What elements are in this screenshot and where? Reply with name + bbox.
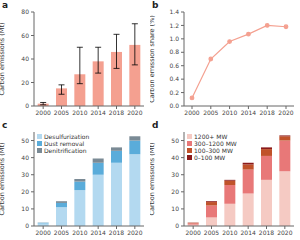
html-text:300–1200 MW: 300–1200 MW bbox=[194, 140, 237, 147]
svg-text:40: 40 bbox=[21, 154, 29, 161]
svg-text:2014: 2014 bbox=[91, 109, 106, 116]
svg-text:0.0: 0.0 bbox=[169, 102, 179, 109]
svg-text:0: 0 bbox=[175, 222, 179, 229]
svg-text:40: 40 bbox=[171, 154, 179, 161]
svg-text:2005: 2005 bbox=[54, 229, 69, 236]
svg-text:50: 50 bbox=[171, 137, 179, 144]
svg-text:0.6: 0.6 bbox=[169, 62, 179, 69]
svg-text:2010: 2010 bbox=[72, 229, 87, 236]
svg-text:0.8: 0.8 bbox=[169, 48, 179, 55]
svg-text:20: 20 bbox=[171, 188, 179, 195]
html-text:1200+ MW: 1200+ MW bbox=[194, 133, 228, 140]
svg-text:80: 80 bbox=[21, 8, 29, 15]
svg-text:50: 50 bbox=[21, 137, 29, 144]
html-text:a: a bbox=[2, 0, 9, 10]
html-text:100–300 MW: 100–300 MW bbox=[194, 147, 233, 154]
svg-text:1.4: 1.4 bbox=[169, 8, 179, 15]
html-text:Denitrification: Denitrification bbox=[44, 147, 87, 154]
svg-text:60: 60 bbox=[21, 32, 29, 39]
svg-text:2014: 2014 bbox=[241, 109, 256, 116]
svg-text:Carbon emission share (%): Carbon emission share (%) bbox=[150, 15, 156, 103]
svg-text:2005: 2005 bbox=[54, 109, 69, 116]
svg-text:10: 10 bbox=[171, 205, 179, 212]
html-text:b: b bbox=[152, 0, 159, 10]
html-text:Desulfurization: Desulfurization bbox=[44, 133, 90, 140]
html-text:Dust removal: Dust removal bbox=[44, 140, 85, 147]
svg-text:2000: 2000 bbox=[186, 229, 201, 236]
svg-text:1.0: 1.0 bbox=[169, 35, 179, 42]
svg-text:0.4: 0.4 bbox=[169, 75, 179, 82]
svg-text:0: 0 bbox=[25, 222, 29, 229]
svg-text:2010: 2010 bbox=[72, 109, 87, 116]
svg-text:2014: 2014 bbox=[91, 229, 106, 236]
svg-text:2010: 2010 bbox=[222, 229, 237, 236]
svg-text:2018: 2018 bbox=[259, 229, 274, 236]
svg-text:2000: 2000 bbox=[184, 109, 199, 116]
svg-text:10: 10 bbox=[21, 205, 29, 212]
svg-text:2005: 2005 bbox=[204, 229, 219, 236]
svg-text:2018: 2018 bbox=[109, 109, 124, 116]
svg-text:2010: 2010 bbox=[222, 109, 237, 116]
svg-text:Carbon emissions (Mt): Carbon emissions (Mt) bbox=[150, 143, 156, 216]
svg-text:0.2: 0.2 bbox=[169, 89, 179, 96]
html-text:0–100 MW: 0–100 MW bbox=[194, 154, 226, 161]
svg-text:2020: 2020 bbox=[127, 109, 142, 116]
svg-text:1.2: 1.2 bbox=[169, 22, 179, 29]
svg-text:2014: 2014 bbox=[241, 229, 256, 236]
svg-text:2000: 2000 bbox=[36, 229, 51, 236]
svg-text:2020: 2020 bbox=[277, 229, 292, 236]
svg-text:2005: 2005 bbox=[203, 109, 218, 116]
svg-text:2000: 2000 bbox=[36, 109, 51, 116]
svg-text:0: 0 bbox=[25, 102, 29, 109]
svg-text:2020: 2020 bbox=[127, 229, 142, 236]
svg-text:2018: 2018 bbox=[260, 109, 275, 116]
html-text:c: c bbox=[2, 120, 8, 130]
svg-text:2018: 2018 bbox=[109, 229, 124, 236]
svg-text:2020: 2020 bbox=[278, 109, 292, 116]
svg-text:30: 30 bbox=[21, 171, 29, 178]
svg-text:30: 30 bbox=[171, 171, 179, 178]
svg-text:40: 40 bbox=[21, 55, 29, 62]
svg-text:20: 20 bbox=[21, 79, 29, 86]
svg-text:20: 20 bbox=[21, 188, 29, 195]
html-text:d: d bbox=[152, 120, 159, 130]
